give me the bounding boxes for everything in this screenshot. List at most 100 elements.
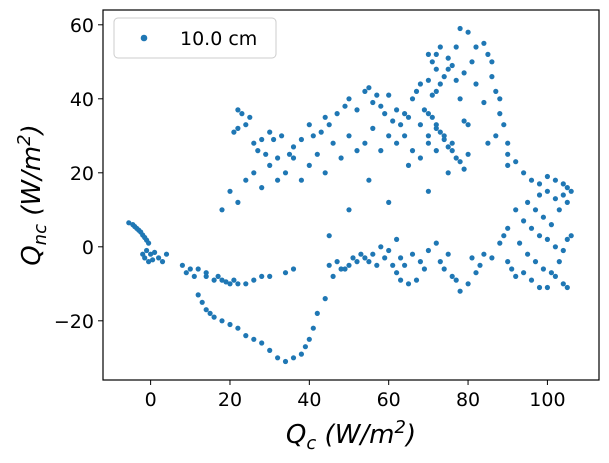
data-point (441, 74, 447, 80)
data-point (394, 107, 400, 113)
data-point (525, 199, 531, 205)
data-point (453, 155, 459, 161)
data-point (505, 259, 511, 265)
legend-label: 10.0 cm (180, 28, 257, 50)
data-point (425, 133, 431, 139)
data-point (552, 177, 559, 183)
data-point (497, 111, 503, 117)
data-point (338, 155, 344, 161)
data-point (445, 55, 451, 61)
data-point (441, 266, 447, 272)
data-point (251, 336, 257, 342)
data-point (243, 122, 249, 128)
data-point (298, 136, 304, 143)
data-point (203, 307, 209, 313)
data-point (275, 155, 281, 161)
data-point (528, 177, 535, 183)
data-point (548, 222, 555, 228)
data-point (322, 114, 328, 120)
data-point (521, 270, 527, 276)
data-point (219, 207, 225, 213)
data-point (146, 259, 152, 265)
data-point (568, 188, 574, 194)
data-point (461, 70, 467, 76)
data-point (489, 255, 495, 261)
data-point (346, 207, 352, 213)
data-point (405, 162, 412, 168)
data-point (370, 125, 376, 131)
data-point (501, 122, 507, 128)
data-point (366, 177, 372, 183)
data-point (481, 40, 487, 46)
data-point (457, 25, 463, 32)
data-point (227, 321, 233, 328)
data-point (259, 340, 265, 346)
data-point (207, 310, 213, 316)
data-point (243, 333, 249, 339)
data-point (544, 284, 551, 291)
data-point (382, 255, 388, 261)
data-point (326, 262, 332, 268)
data-point (544, 188, 551, 194)
data-point (370, 251, 376, 257)
data-point (402, 133, 408, 139)
data-point (314, 151, 320, 157)
data-point (235, 199, 241, 205)
data-point (282, 170, 289, 176)
data-point (433, 66, 439, 72)
points-layer (126, 25, 574, 365)
data-point (556, 207, 562, 213)
data-point (532, 259, 539, 265)
data-point (306, 336, 312, 342)
data-point (215, 273, 221, 279)
data-point (179, 262, 185, 268)
data-point (433, 240, 439, 246)
data-point (203, 270, 209, 276)
data-point (564, 199, 570, 205)
data-point (505, 225, 511, 231)
data-point (366, 85, 372, 91)
data-point (413, 88, 420, 94)
data-point (417, 155, 423, 161)
data-point (465, 122, 471, 128)
data-point (513, 159, 519, 165)
x-tick-label: 40 (297, 389, 321, 411)
data-point (362, 255, 368, 261)
data-point (279, 133, 285, 139)
legend: 10.0 cm (113, 17, 277, 59)
data-point (481, 251, 487, 257)
data-point (386, 199, 392, 205)
data-point (505, 162, 511, 168)
data-point (259, 273, 265, 279)
data-point (461, 166, 467, 172)
data-point (402, 111, 408, 117)
data-point (441, 136, 447, 143)
x-tick-label: 80 (456, 389, 480, 411)
data-point (429, 92, 435, 98)
data-point (437, 259, 443, 265)
data-point (195, 292, 201, 298)
x-axis-label: Qc (W/m2) (286, 417, 416, 454)
data-point (457, 96, 463, 102)
data-point (243, 281, 249, 287)
data-point (150, 257, 156, 263)
data-point (433, 122, 439, 128)
data-point (354, 107, 360, 113)
data-point (552, 244, 559, 250)
data-point (521, 218, 527, 224)
data-point (330, 140, 336, 146)
data-point (290, 144, 297, 150)
data-point (386, 133, 392, 139)
data-point (390, 262, 396, 268)
data-point (378, 244, 384, 250)
data-point (528, 277, 535, 283)
data-point (231, 129, 237, 135)
data-point (461, 118, 467, 124)
x-axis: 0 20 40 60 80 100 (145, 380, 566, 411)
data-point (513, 207, 519, 213)
data-point (465, 281, 471, 287)
data-point (402, 262, 408, 268)
data-point (142, 255, 148, 261)
